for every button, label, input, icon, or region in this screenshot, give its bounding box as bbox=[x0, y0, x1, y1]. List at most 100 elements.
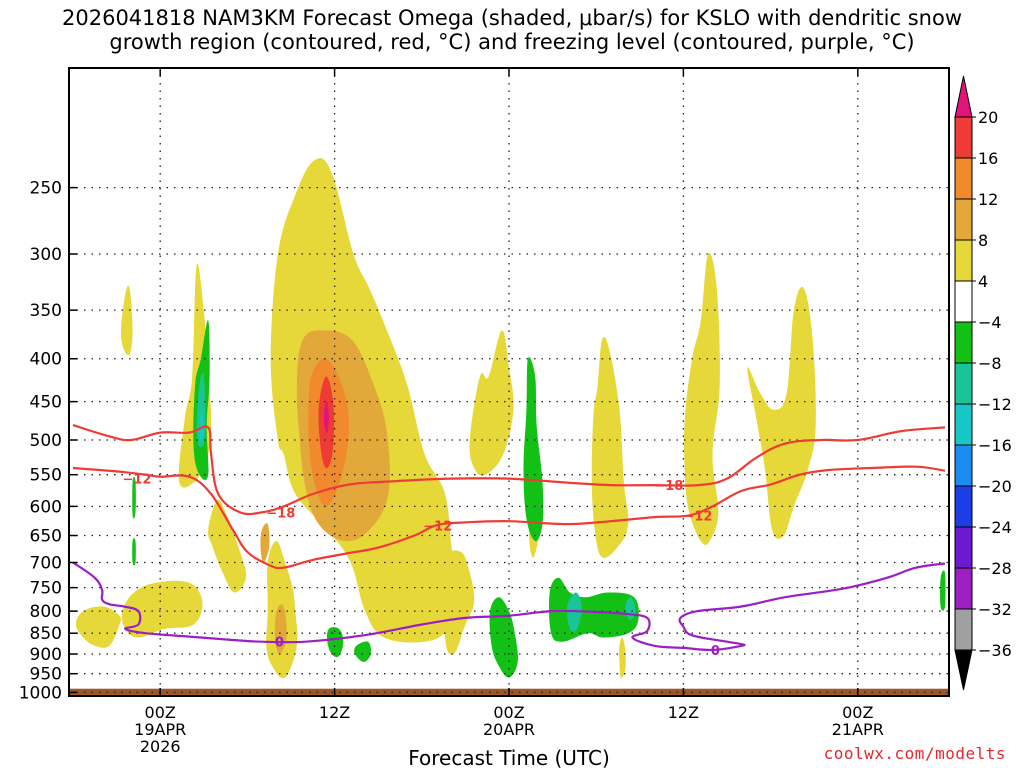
omega-region-ascent-low-left bbox=[75, 606, 122, 648]
colorbar-tick-label: −24 bbox=[978, 518, 1012, 537]
contour-label: 0 bbox=[711, 644, 720, 659]
contour-label: −18 bbox=[654, 479, 683, 494]
contour-label-group: 0 bbox=[275, 636, 284, 651]
colorbar-tick-label: −4 bbox=[978, 313, 1002, 332]
colorbar-bin-4 bbox=[954, 239, 973, 282]
y-tick-label: 250 bbox=[30, 179, 62, 199]
x-tick-label: 00Z bbox=[145, 703, 176, 722]
omega-region-descent-left-stub2 bbox=[132, 538, 136, 566]
omega-region-ascent-mid-6 bbox=[208, 499, 247, 593]
contour-label-group: −18 bbox=[654, 479, 683, 494]
colorbar: 20 16 12 8 4 −4 −8 −12 −16 −20 −24 −28 −32 −36 bbox=[954, 75, 1012, 691]
x-tick-label: 20APR bbox=[483, 720, 535, 739]
y-tick-label: 600 bbox=[30, 497, 62, 517]
colorbar-tick-label: −12 bbox=[978, 395, 1012, 414]
contour-lines bbox=[72, 424, 946, 652]
x-axis-label: Forecast Time (UTC) bbox=[408, 746, 610, 768]
x-tick-label: 2026 bbox=[140, 737, 181, 756]
y-tick-label: 500 bbox=[30, 431, 62, 451]
colorbar-tick-label: 8 bbox=[978, 231, 988, 250]
omega-region-descent-left-stub bbox=[132, 476, 136, 519]
colorbar-bin-8 bbox=[954, 403, 973, 446]
colorbar-tick-label: −16 bbox=[978, 436, 1012, 455]
colorbar-bin-12 bbox=[954, 567, 973, 610]
colorbar-tick-label: −28 bbox=[978, 559, 1012, 578]
y-tick-label: 1000 bbox=[19, 683, 62, 703]
contour-label: −12 bbox=[122, 473, 151, 488]
contour-label-group: −18 bbox=[266, 506, 295, 521]
omega-region-ascent-38-low bbox=[619, 637, 626, 678]
colorbar-tick-label: −8 bbox=[978, 354, 1002, 373]
contour-label: −18 bbox=[266, 506, 295, 521]
y-tick-label: 300 bbox=[30, 245, 62, 265]
colorbar-tick-label: 4 bbox=[978, 272, 988, 291]
contour-dgz-minus12-lower bbox=[72, 465, 946, 570]
colorbar-tick-label: 12 bbox=[978, 190, 998, 209]
y-tick-label: 450 bbox=[30, 393, 62, 413]
x-tick-label: 21APR bbox=[832, 720, 884, 739]
y-tick-label: 350 bbox=[30, 301, 62, 321]
contour-label: −12 bbox=[423, 519, 452, 534]
omega-region-descent-17 bbox=[326, 627, 344, 658]
y-tick-label: 650 bbox=[30, 527, 62, 547]
omega-region-ascent-42 bbox=[684, 252, 720, 545]
omega-region-descent-20 bbox=[489, 597, 518, 678]
contour-label: 0 bbox=[275, 636, 284, 651]
contour-dgz-minus12-upper bbox=[72, 424, 946, 516]
omega-region-ascent-48 bbox=[747, 287, 816, 539]
contour-label-group: 0 bbox=[711, 644, 720, 659]
omega-region-descent-22 bbox=[523, 357, 544, 542]
contour-label-group: −12 bbox=[423, 519, 452, 534]
colorbar-bin-9 bbox=[954, 444, 973, 487]
colorbar-tick-label: 16 bbox=[978, 149, 998, 168]
colorbar-bin-bottom bbox=[954, 649, 973, 691]
contour-label: −12 bbox=[683, 509, 712, 524]
colorbar-bin-7 bbox=[954, 362, 973, 405]
omega-region-descent-early-col-12 bbox=[199, 409, 204, 441]
x-tick-label: 00Z bbox=[493, 703, 524, 722]
omega-region-ascent-25-low bbox=[406, 535, 431, 630]
omega-region-descent-19 bbox=[354, 641, 372, 662]
colorbar-bin-2 bbox=[954, 157, 973, 200]
credit-text: coolwx.com/modelts bbox=[823, 744, 1006, 763]
omega-region-ascent-mid-8b bbox=[260, 523, 270, 563]
colorbar-tick-label: −36 bbox=[978, 641, 1012, 660]
colorbar-bin-top bbox=[954, 75, 973, 118]
x-tick-label: 12Z bbox=[319, 703, 350, 722]
y-tick-label: 750 bbox=[30, 579, 62, 599]
colorbar-tick-label: 20 bbox=[978, 108, 998, 127]
colorbar-tick-label: −20 bbox=[978, 477, 1012, 496]
colorbar-bin-6 bbox=[954, 321, 973, 364]
omega-region-ascent-rightmid-col bbox=[469, 330, 514, 476]
omega-region-ascent-right-low bbox=[444, 550, 475, 655]
y-tick-label: 900 bbox=[30, 645, 62, 665]
omega-region-descent-right-edge bbox=[940, 570, 946, 611]
colorbar-bin-10 bbox=[954, 485, 973, 528]
y-tick-label: 950 bbox=[30, 665, 62, 685]
colorbar-bin-13 bbox=[954, 608, 973, 651]
x-tick-label: 19APR bbox=[134, 720, 186, 739]
colorbar-bin-3 bbox=[954, 198, 973, 241]
x-tick-label: 12Z bbox=[668, 703, 699, 722]
omega-shading bbox=[75, 158, 946, 679]
x-tick-label: 00Z bbox=[842, 703, 873, 722]
y-axis: 2503003504004505005506006507007508008509… bbox=[19, 179, 77, 703]
y-tick-label: 800 bbox=[30, 602, 62, 622]
y-tick-label: 550 bbox=[30, 466, 62, 486]
y-tick-label: 400 bbox=[30, 350, 62, 370]
colorbar-bin-5 bbox=[954, 280, 973, 323]
omega-region-ascent-34 bbox=[591, 336, 629, 558]
colorbar-bin-11 bbox=[954, 526, 973, 569]
title-line-1: 2026041818 NAM3KM Forecast Omega (shaded… bbox=[62, 6, 962, 30]
omega-region-ascent-small-350 bbox=[120, 285, 133, 356]
contour-label-group: −12 bbox=[122, 473, 151, 488]
contour-label-group: −12 bbox=[683, 509, 712, 524]
y-tick-label: 700 bbox=[30, 554, 62, 574]
colorbar-tick-label: −32 bbox=[978, 600, 1012, 619]
title-line-2: growth region (contoured, red, °C) and f… bbox=[109, 30, 915, 54]
omega-region-ascent-main-20 bbox=[324, 401, 329, 433]
contour-freezing-0 bbox=[72, 561, 946, 652]
